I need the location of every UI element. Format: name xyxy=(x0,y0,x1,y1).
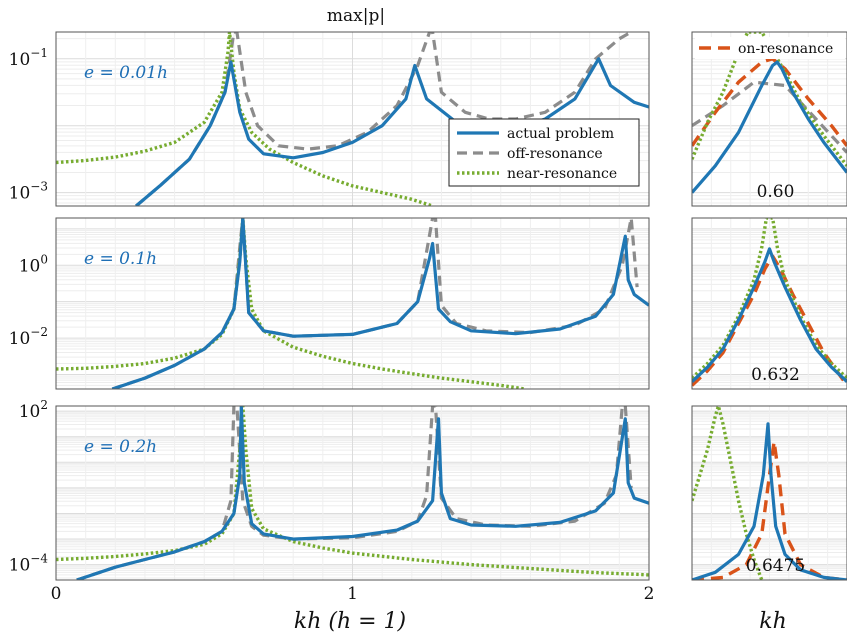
zoom-2-grid xyxy=(692,218,847,390)
zoom-3-annotation: 0.6475 xyxy=(746,556,805,576)
zoom-2-annotation: 0.632 xyxy=(751,365,800,385)
series-near-resonance xyxy=(692,32,847,167)
series-actual-problem xyxy=(111,218,649,389)
zoom-2-panel: 0.632 xyxy=(691,217,847,390)
main-3-grid xyxy=(56,406,649,580)
series-near-resonance xyxy=(692,218,847,380)
legend-label-actual: actual problem xyxy=(507,126,614,142)
main-1-frame xyxy=(55,31,650,207)
series-actual-problem xyxy=(692,60,847,194)
zoom-3-series xyxy=(692,406,847,580)
x-tick-label: 1 xyxy=(347,584,358,604)
main-xlabel: kh (h = 1) xyxy=(294,609,406,634)
zoom-xlabel: kh xyxy=(759,609,787,634)
main-1-annotation: e = 0.01h xyxy=(84,63,168,83)
main-3-frame xyxy=(55,405,650,581)
main-2-panel: e = 0.1h 10−2 100 xyxy=(9,217,650,390)
series-on-resonance xyxy=(692,440,847,580)
main-2-grid xyxy=(56,218,649,390)
main-3-panel: e = 0.2h 10−4 102 0 1 2 xyxy=(9,398,655,604)
zoom-3-panel: 0.6475 xyxy=(691,405,847,581)
zoom-2-series xyxy=(692,218,847,387)
series-actual-problem xyxy=(692,422,847,580)
main-2-frame xyxy=(55,217,650,390)
x-tick-label: 0 xyxy=(51,584,62,604)
main-1-series xyxy=(56,32,649,206)
y-tick-label: 10−3 xyxy=(9,180,48,204)
zoom-1-frame xyxy=(691,31,847,207)
legend-label-off: off-resonance xyxy=(507,146,603,162)
figure-top-title: max|p| xyxy=(327,6,385,26)
y-tick-label: 10−4 xyxy=(9,552,49,576)
zoom-3-frame xyxy=(691,405,847,581)
series-actual-problem xyxy=(76,406,649,580)
y-tick-label: 10−1 xyxy=(9,46,48,70)
series-off-resonance xyxy=(135,32,632,206)
main-2-series xyxy=(56,218,649,389)
main-3-annotation: e = 0.2h xyxy=(84,437,157,457)
legend-label-near: near-resonance xyxy=(507,166,617,182)
series-on-resonance xyxy=(692,254,847,387)
legend-label-on: on-resonance xyxy=(738,41,833,57)
zoom-legend: on-resonance xyxy=(695,37,845,59)
zoom-legend-box xyxy=(695,37,845,59)
zoom-2-frame xyxy=(691,217,847,390)
zoom-3-grid xyxy=(692,406,847,580)
series-actual-problem xyxy=(692,247,847,383)
y-tick-label: 10−2 xyxy=(9,325,48,349)
series-off-resonance xyxy=(692,80,847,154)
x-tick-label: 2 xyxy=(644,584,655,604)
main-3-series xyxy=(56,406,649,580)
panels-group: e = 0.01h 10−3 10−1 e = 0.1h 10−2 100 e = 0.2h… xyxy=(9,31,847,604)
y-tick-label: 100 xyxy=(19,252,48,276)
main-legend: actual problem off-resonance near-resonanc… xyxy=(448,118,640,187)
zoom-1-annotation: 0.60 xyxy=(757,182,795,202)
series-near-resonance xyxy=(692,406,764,580)
main-2-annotation: e = 0.1h xyxy=(84,249,157,269)
y-tick-label: 102 xyxy=(19,398,48,422)
series-near-resonance xyxy=(56,32,434,206)
series-actual-problem xyxy=(135,57,649,206)
